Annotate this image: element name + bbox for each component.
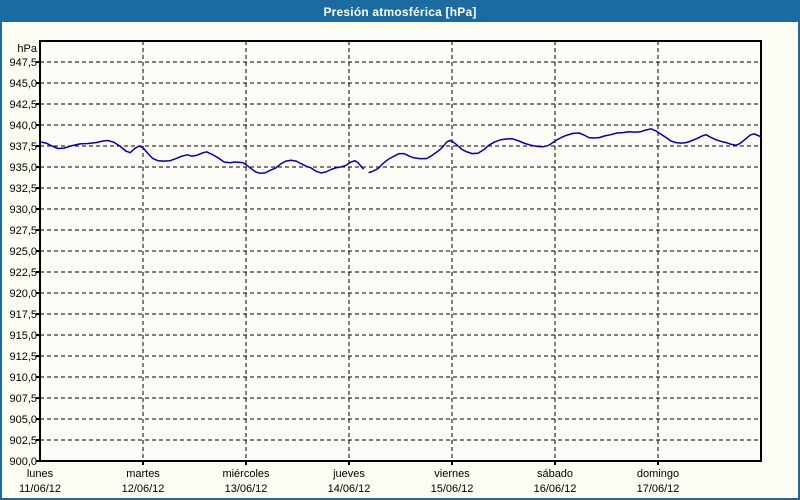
x-tick-labels: lunes 11/06/12 martes 12/06/12 miércoles 13/0…: [19, 468, 679, 495]
y-tick-label: 920,0: [9, 288, 37, 300]
y-tick-label: 940,0: [9, 120, 37, 132]
x-day-name-label: domingo: [637, 468, 679, 480]
y-tick-label: 945,0: [9, 78, 37, 90]
x-day-name-label: miércoles: [222, 468, 270, 480]
x-day-date-label: 12/06/12: [122, 483, 165, 495]
y-tick-label: 930,0: [9, 204, 37, 216]
y-tick-label: 915,0: [9, 330, 37, 342]
x-day-date-label: 16/06/12: [534, 483, 577, 495]
x-day-date-label: 17/06/12: [637, 483, 680, 495]
chart-area: hPa 900,0 902,5 905,0 907,5 910,0 912,5 915,0 91…: [2, 22, 798, 498]
y-tick-label: 922,5: [9, 267, 37, 279]
axis-ticks: [36, 61, 659, 465]
x-day-name-label: sábado: [537, 468, 573, 480]
y-gridlines: [40, 61, 761, 441]
y-tick-label: 907,5: [9, 393, 37, 405]
y-axis-unit-label: hPa: [17, 43, 37, 55]
x-day-date-label: 13/06/12: [225, 483, 268, 495]
y-tick-label: 912,5: [9, 351, 37, 363]
y-tick-label: 937,5: [9, 141, 37, 153]
pressure-series: [39, 128, 762, 175]
x-day-date-label: 15/06/12: [431, 483, 474, 495]
y-tick-label: 935,0: [9, 162, 37, 174]
x-day-date-label: 14/06/12: [328, 483, 371, 495]
y-tick-label: 917,5: [9, 309, 37, 321]
x-day-name-label: jueves: [332, 468, 365, 480]
pressure-series-line: [368, 128, 762, 174]
x-day-date-label: 11/06/12: [19, 483, 61, 495]
y-tick-label: 905,0: [9, 414, 37, 426]
y-tick-label: 942,5: [9, 99, 37, 111]
pressure-line-chart: hPa 900,0 902,5 905,0 907,5 910,0 912,5 915,0 91…: [9, 40, 762, 495]
window-title-bar: Presión atmosférica [hPa]: [2, 2, 798, 22]
y-tick-label: 902,5: [9, 435, 37, 447]
y-tick-labels: hPa 900,0 902,5 905,0 907,5 910,0 912,5 915,0 91…: [9, 43, 37, 468]
pressure-series-line: [39, 139, 364, 175]
y-tick-label: 910,0: [9, 372, 37, 384]
x-day-name-label: martes: [126, 468, 160, 480]
window-title: Presión atmosférica [hPa]: [323, 5, 477, 19]
x-day-name-label: viernes: [434, 468, 470, 480]
y-tick-label: 932,5: [9, 183, 37, 195]
y-tick-label: 927,5: [9, 225, 37, 237]
y-tick-label: 925,0: [9, 246, 37, 258]
y-tick-label: 947,5: [9, 57, 37, 69]
y-tick-label: 900,0: [9, 456, 37, 468]
x-gridlines: [142, 41, 659, 461]
x-day-name-label: lunes: [27, 468, 54, 480]
